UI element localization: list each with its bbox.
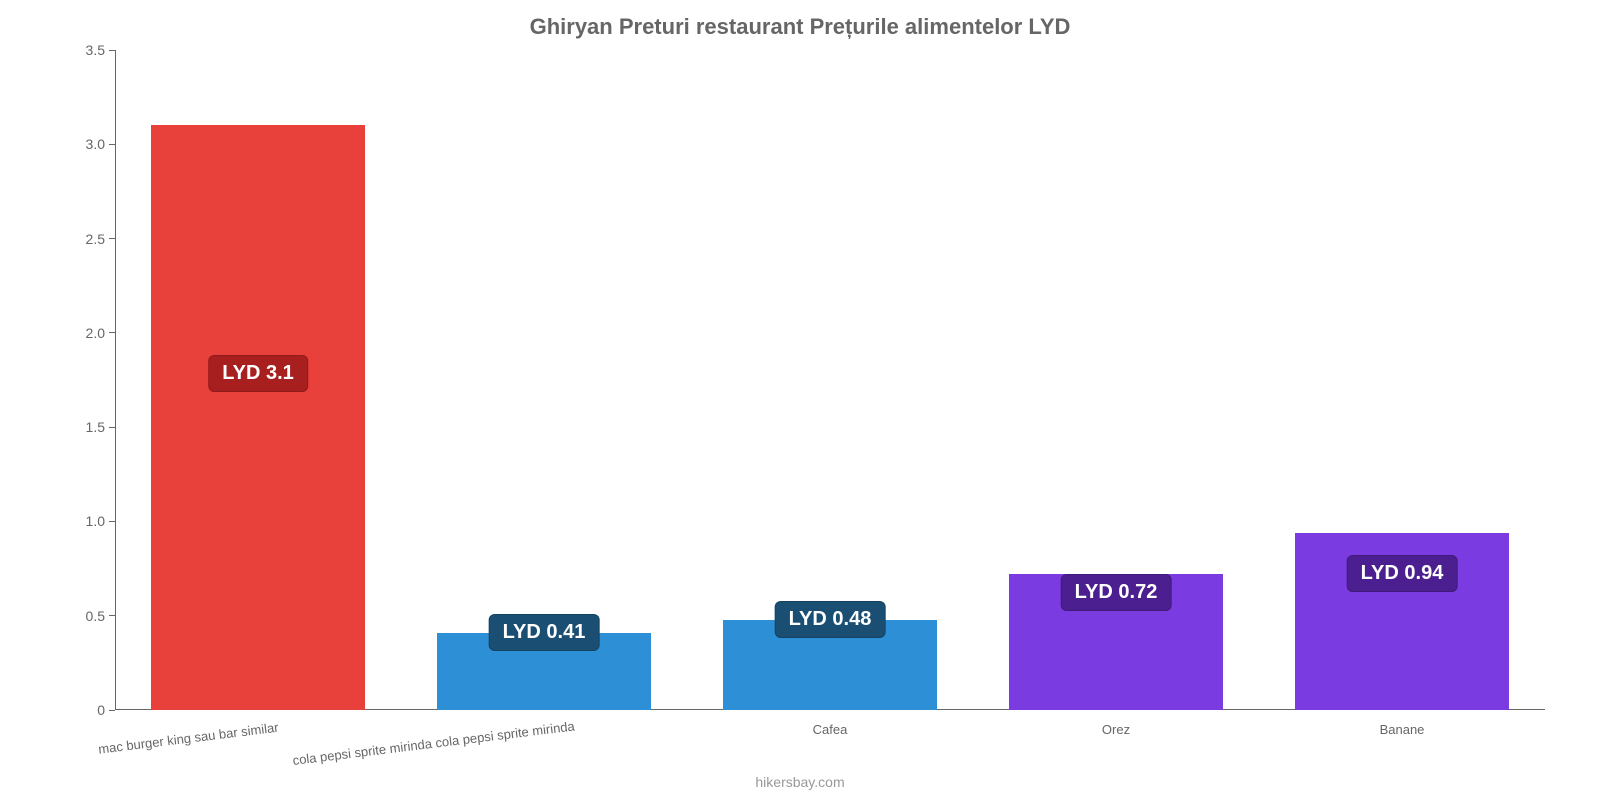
y-tick-mark: [109, 427, 115, 428]
x-category-label: Orez: [1102, 710, 1130, 737]
y-tick-label: 1.5: [86, 419, 105, 435]
value-badge: LYD 0.41: [489, 614, 600, 651]
y-tick-mark: [109, 710, 115, 711]
bar-slot: LYD 0.72Orez: [973, 50, 1259, 710]
y-tick-mark: [109, 50, 115, 51]
attribution-text: hikersbay.com: [0, 774, 1600, 790]
chart-title: Ghiryan Preturi restaurant Prețurile ali…: [0, 0, 1600, 40]
x-category-label: mac burger king sau bar similar: [96, 708, 279, 757]
y-tick-mark: [109, 332, 115, 333]
x-category-label: Cafea: [813, 710, 848, 737]
y-tick-mark: [109, 238, 115, 239]
y-tick-mark: [109, 521, 115, 522]
y-tick-label: 2.0: [86, 325, 105, 341]
value-badge: LYD 3.1: [208, 355, 308, 392]
y-tick-label: 2.5: [86, 231, 105, 247]
bar-slot: LYD 0.41cola pepsi sprite mirinda cola p…: [401, 50, 687, 710]
y-tick-mark: [109, 615, 115, 616]
bar-slot: LYD 0.48Cafea: [687, 50, 973, 710]
y-tick-label: 0: [97, 702, 105, 718]
y-tick-label: 3.0: [86, 136, 105, 152]
bar-slot: LYD 0.94Banane: [1259, 50, 1545, 710]
y-tick-label: 1.0: [86, 513, 105, 529]
bar-slot: LYD 3.1mac burger king sau bar similar: [115, 50, 401, 710]
x-category-label: Banane: [1380, 710, 1425, 737]
bars-area: LYD 3.1mac burger king sau bar similarLY…: [115, 50, 1545, 710]
y-tick-label: 3.5: [86, 42, 105, 58]
x-category-label: cola pepsi sprite mirinda cola pepsi spr…: [290, 707, 575, 768]
bar: [151, 125, 366, 710]
value-badge: LYD 0.94: [1347, 555, 1458, 592]
plot-area: LYD 3.1mac burger king sau bar similarLY…: [115, 50, 1545, 710]
value-badge: LYD 0.72: [1061, 574, 1172, 611]
value-badge: LYD 0.48: [775, 601, 886, 638]
y-tick-mark: [109, 144, 115, 145]
y-tick-label: 0.5: [86, 608, 105, 624]
